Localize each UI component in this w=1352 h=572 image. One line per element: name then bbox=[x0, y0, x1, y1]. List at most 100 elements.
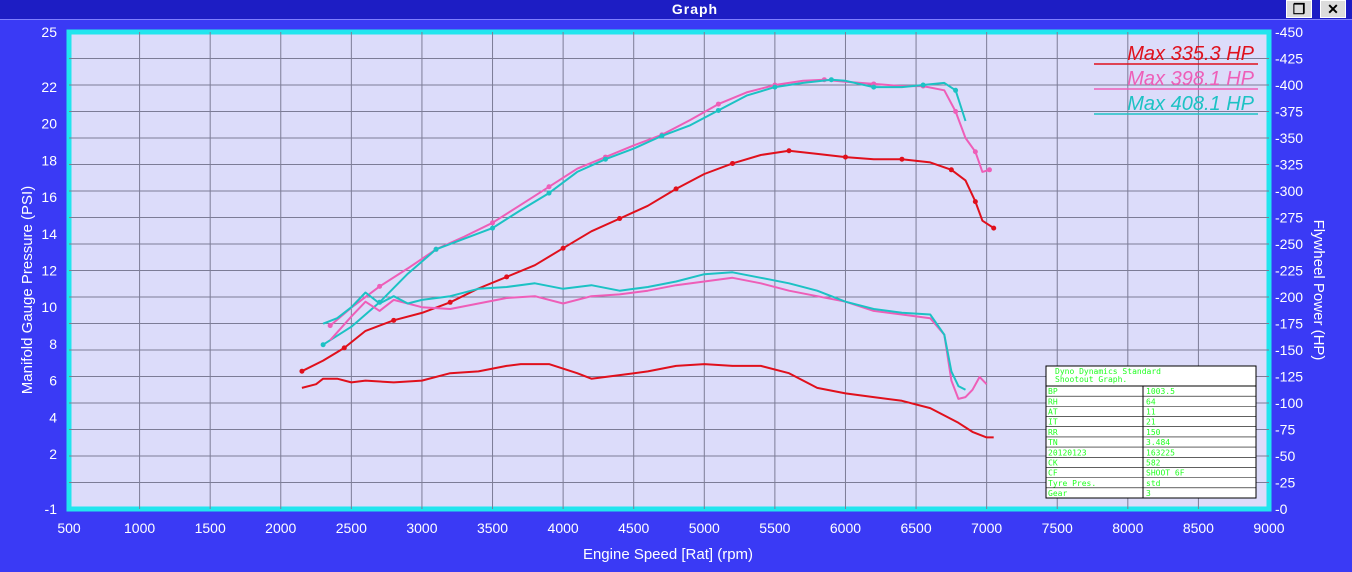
data-point bbox=[377, 283, 383, 289]
data-point bbox=[842, 154, 848, 160]
x-tick-label: 4500 bbox=[618, 520, 649, 536]
series-lines bbox=[299, 77, 997, 439]
right-y-tick-label: -100 bbox=[1275, 395, 1303, 411]
data-point bbox=[391, 317, 397, 323]
legend-entry: Max 335.3 HP bbox=[1127, 43, 1254, 65]
data-point bbox=[602, 156, 608, 162]
legend: Max 335.3 HP Max 398.1 HP Max 408.1 HP bbox=[1094, 43, 1258, 115]
data-point bbox=[617, 216, 623, 222]
x-tick-label: 6500 bbox=[900, 520, 931, 536]
info-box-value: std bbox=[1146, 479, 1161, 488]
legend-entry: Max 408.1 HP bbox=[1127, 93, 1254, 115]
series-line-boost-3 bbox=[301, 363, 994, 439]
x-tick-label: 5000 bbox=[689, 520, 720, 536]
right-y-tick-label: -425 bbox=[1275, 51, 1303, 67]
x-tick-label: 1000 bbox=[124, 520, 155, 536]
data-point bbox=[972, 149, 978, 155]
data-point bbox=[953, 109, 959, 114]
data-point bbox=[730, 160, 736, 166]
right-y-tick-label: -0 bbox=[1275, 501, 1288, 517]
info-box-key: RR bbox=[1048, 428, 1058, 437]
x-tick-label: 1500 bbox=[195, 520, 226, 536]
info-box-value: 11 bbox=[1146, 408, 1156, 417]
info-box-value: SHOOT 6F bbox=[1146, 469, 1185, 478]
left-y-tick-label: 6 bbox=[49, 373, 57, 389]
right-y-tick-label: -125 bbox=[1275, 369, 1303, 385]
data-point bbox=[504, 274, 510, 280]
info-box-key: AT bbox=[1048, 408, 1058, 417]
info-box-value: 163225 bbox=[1146, 448, 1175, 457]
right-y-tick-label: -275 bbox=[1275, 210, 1303, 226]
restore-icon[interactable]: ❐ bbox=[1286, 0, 1312, 18]
left-y-tick-label: 18 bbox=[41, 152, 57, 168]
window-title: Graph bbox=[671, 1, 719, 17]
data-point bbox=[920, 82, 926, 88]
right-y-tick-label: -400 bbox=[1275, 77, 1303, 93]
data-point bbox=[490, 225, 496, 231]
data-point bbox=[991, 225, 997, 231]
x-tick-label: 8500 bbox=[1183, 520, 1214, 536]
x-axis-title: Engine Speed [Rat] (rpm) bbox=[583, 546, 753, 563]
x-tick-label: 500 bbox=[57, 520, 81, 536]
x-tick-label: 3000 bbox=[406, 520, 437, 536]
info-box-frame bbox=[1045, 365, 1257, 499]
x-tick-label: 4000 bbox=[548, 520, 579, 536]
right-y-tick-label: -225 bbox=[1275, 263, 1303, 279]
series-line-boost-5 bbox=[322, 271, 966, 391]
right-y-tick-label: -375 bbox=[1275, 104, 1303, 120]
left-y-tick-label: 8 bbox=[49, 336, 57, 352]
x-tick-label: 7000 bbox=[971, 520, 1002, 536]
info-box-key: Tyre Pres. bbox=[1048, 479, 1096, 488]
right-y-tick-label: -75 bbox=[1275, 422, 1295, 438]
right-y-tick-label: -150 bbox=[1275, 342, 1303, 358]
right-y-tick-label: -325 bbox=[1275, 157, 1303, 173]
left-y-tick-label: 4 bbox=[49, 409, 57, 425]
left-y-tick-label: 10 bbox=[41, 299, 57, 315]
data-point bbox=[546, 184, 552, 190]
data-point bbox=[433, 246, 439, 252]
data-point bbox=[948, 167, 954, 173]
x-tick-labels: 500 1000 1500 2000 2500 3000 3500 4000 4500 5000 5… bbox=[57, 520, 1284, 536]
x-tick-label: 6000 bbox=[830, 520, 861, 536]
window-titlebar: Graph ❐ ✕ bbox=[0, 0, 1352, 20]
data-point bbox=[659, 133, 665, 139]
left-y-tick-label: 12 bbox=[41, 263, 57, 279]
data-point bbox=[899, 156, 905, 162]
x-tick-label: 9000 bbox=[1253, 520, 1284, 536]
left-y-tick-label: 25 bbox=[41, 24, 57, 40]
right-y-tick-label: -25 bbox=[1275, 475, 1295, 491]
data-point bbox=[986, 167, 992, 173]
right-y-tick-label: -50 bbox=[1275, 448, 1295, 464]
x-tick-label: 3500 bbox=[477, 520, 508, 536]
info-box-key: CK bbox=[1048, 458, 1058, 467]
close-icon[interactable]: ✕ bbox=[1320, 0, 1346, 18]
info-box-key: BP bbox=[1048, 387, 1058, 396]
info-box-key: Gear bbox=[1048, 489, 1067, 498]
x-tick-label: 5500 bbox=[759, 520, 790, 536]
info-box-value: 150 bbox=[1146, 428, 1161, 437]
right-y-tick-label: -450 bbox=[1275, 24, 1303, 40]
dyno-chart: 500 1000 1500 2000 2500 3000 3500 4000 4500 5000 5… bbox=[19, 24, 1327, 563]
data-point bbox=[299, 368, 305, 374]
right-y-tick-labels: -0 -25 -50 -75 -100 -125 -150 -175 -200 -225 -250 -… bbox=[1275, 24, 1303, 517]
left-y-tick-label: 16 bbox=[41, 189, 57, 205]
right-y-tick-label: -350 bbox=[1275, 130, 1303, 146]
info-box-key: 20120123 bbox=[1048, 448, 1087, 457]
left-y-tick-label: 22 bbox=[41, 79, 57, 95]
right-y-tick-label: -200 bbox=[1275, 289, 1303, 305]
legend-entry: Max 398.1 HP bbox=[1127, 68, 1254, 90]
data-point bbox=[673, 186, 679, 192]
info-box-key: IT bbox=[1048, 418, 1058, 427]
data-point bbox=[972, 199, 978, 205]
x-tick-label: 2500 bbox=[336, 520, 367, 536]
data-point bbox=[560, 245, 566, 251]
info-box-title-line1: Dyno Dynamics Standard bbox=[1055, 367, 1161, 376]
right-y-axis-title: Flywheel Power (HP) bbox=[1310, 220, 1327, 361]
info-box-key: CF bbox=[1048, 469, 1058, 478]
info-box-value: 1003.5 bbox=[1146, 387, 1175, 396]
data-point bbox=[772, 84, 778, 90]
info-box-value: 3.484 bbox=[1146, 438, 1170, 447]
info-box-key: TN bbox=[1048, 438, 1058, 447]
info-box-value: 21 bbox=[1146, 418, 1156, 427]
series-line-power-2 bbox=[322, 78, 967, 346]
